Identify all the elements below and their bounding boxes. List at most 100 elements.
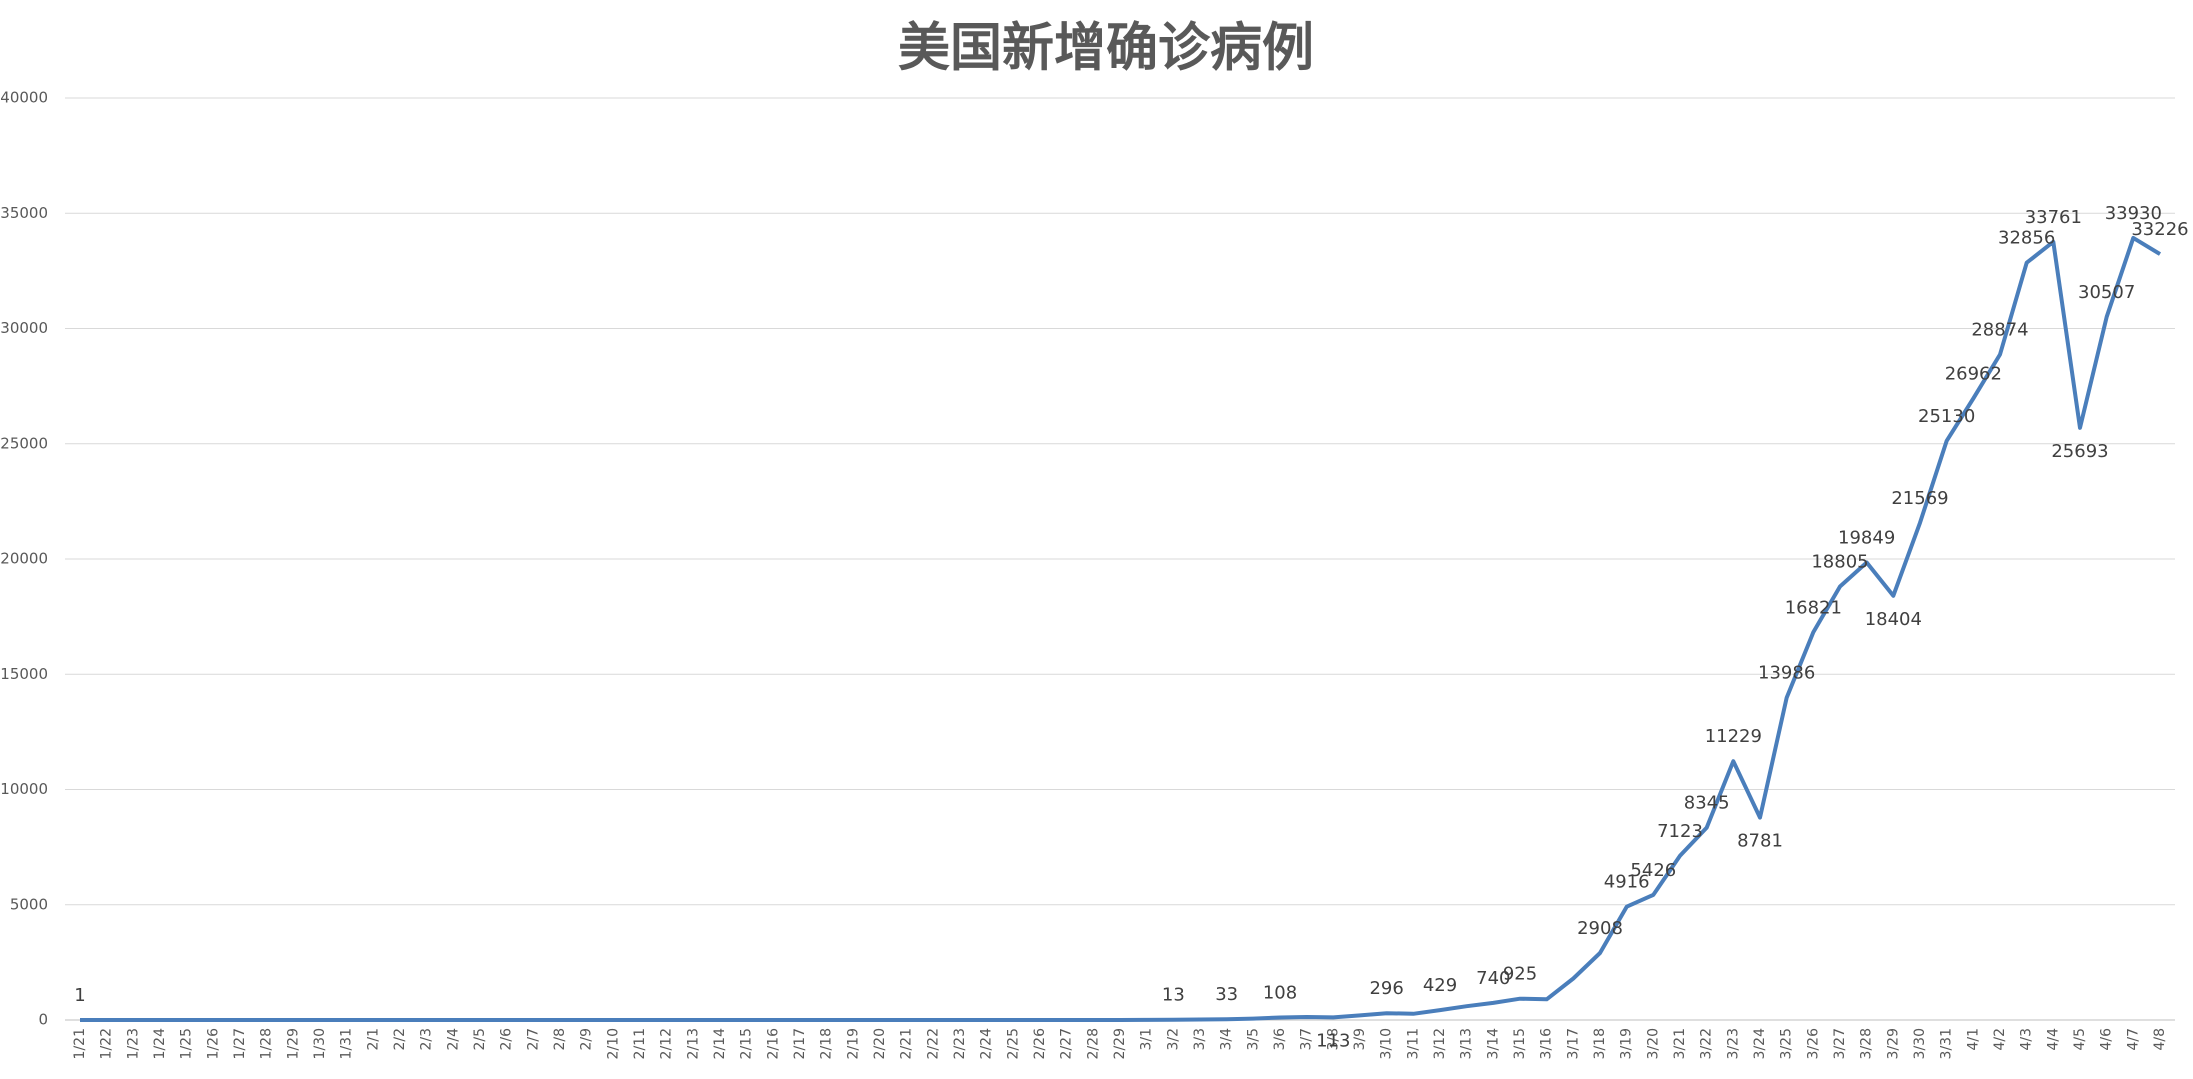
data-label: 108 bbox=[1263, 983, 1297, 1004]
x-tick-label: 1/30 bbox=[312, 1028, 328, 1059]
data-label: 30507 bbox=[2078, 282, 2135, 303]
data-label: 296 bbox=[1369, 978, 1403, 999]
data-label: 16821 bbox=[1785, 597, 1842, 618]
x-tick-label: 2/8 bbox=[552, 1028, 568, 1051]
x-tick-label: 4/8 bbox=[2152, 1028, 2168, 1051]
x-tick-label: 2/3 bbox=[419, 1028, 435, 1051]
x-tick-label: 2/6 bbox=[499, 1028, 515, 1051]
x-tick-label: 2/29 bbox=[1112, 1028, 1128, 1059]
data-label: 925 bbox=[1503, 964, 1537, 985]
y-tick-label: 15000 bbox=[0, 665, 48, 683]
x-tick-label: 2/2 bbox=[392, 1028, 408, 1051]
data-label: 33930 bbox=[2105, 203, 2162, 224]
x-tick-label: 1/29 bbox=[285, 1028, 301, 1059]
y-tick-label: 40000 bbox=[0, 89, 48, 107]
x-tick-label: 1/22 bbox=[99, 1028, 115, 1059]
x-tick-label: 2/13 bbox=[685, 1028, 701, 1059]
x-tick-label: 3/28 bbox=[1859, 1028, 1875, 1059]
x-tick-label: 1/28 bbox=[259, 1028, 275, 1059]
y-tick-label: 20000 bbox=[0, 550, 48, 568]
x-tick-label: 3/24 bbox=[1752, 1028, 1768, 1060]
x-tick-label: 4/1 bbox=[1965, 1028, 1981, 1051]
data-label: 33761 bbox=[2025, 207, 2082, 228]
data-label: 18805 bbox=[1811, 552, 1868, 573]
x-tick-label: 3/13 bbox=[1459, 1028, 1475, 1059]
x-tick-label: 3/12 bbox=[1432, 1028, 1448, 1059]
chart-title: 美国新增确诊病例 bbox=[898, 18, 1314, 79]
x-tick-label: 1/23 bbox=[125, 1028, 141, 1059]
x-tick-label: 4/4 bbox=[2045, 1028, 2061, 1051]
x-tick-label: 3/29 bbox=[1885, 1028, 1901, 1059]
y-tick-label: 35000 bbox=[0, 204, 48, 222]
x-tick-label: 2/16 bbox=[765, 1028, 781, 1060]
x-tick-label: 3/31 bbox=[1939, 1028, 1955, 1059]
x-tick-label: 3/25 bbox=[1779, 1028, 1795, 1059]
x-tick-label: 2/1 bbox=[365, 1028, 381, 1051]
data-label: 429 bbox=[1423, 975, 1457, 996]
x-tick-label: 2/9 bbox=[579, 1028, 595, 1051]
y-tick-label: 0 bbox=[38, 1011, 48, 1029]
y-tick-label: 10000 bbox=[0, 780, 48, 798]
data-label: 113 bbox=[1316, 1030, 1350, 1051]
x-tick-label: 1/26 bbox=[205, 1028, 221, 1060]
x-tick-label: 3/5 bbox=[1245, 1028, 1261, 1051]
x-tick-label: 2/21 bbox=[899, 1028, 915, 1059]
x-tick-label: 2/19 bbox=[845, 1028, 861, 1059]
x-tick-label: 3/18 bbox=[1592, 1028, 1608, 1059]
x-tick-label: 3/14 bbox=[1485, 1028, 1501, 1060]
x-tick-label: 3/22 bbox=[1699, 1028, 1715, 1059]
x-tick-label: 3/11 bbox=[1405, 1028, 1421, 1059]
x-tick-label: 3/7 bbox=[1299, 1028, 1315, 1051]
x-tick-label: 3/3 bbox=[1192, 1028, 1208, 1051]
x-tick-label: 2/12 bbox=[659, 1028, 675, 1059]
x-tick-label: 1/24 bbox=[152, 1028, 168, 1060]
data-label: 26962 bbox=[1945, 364, 2002, 385]
data-label: 5426 bbox=[1630, 860, 1676, 881]
x-tick-label: 1/27 bbox=[232, 1028, 248, 1059]
x-tick-label: 4/3 bbox=[2019, 1028, 2035, 1051]
x-tick-label: 3/23 bbox=[1725, 1028, 1741, 1059]
x-tick-label: 3/8 bbox=[1325, 1028, 1341, 1051]
x-tick-label: 4/2 bbox=[1992, 1028, 2008, 1051]
x-tick-label: 2/18 bbox=[819, 1028, 835, 1059]
x-tick-label: 2/14 bbox=[712, 1028, 728, 1060]
x-tick-label: 2/26 bbox=[1032, 1028, 1048, 1060]
x-tick-label: 3/26 bbox=[1805, 1028, 1821, 1060]
y-tick-label: 25000 bbox=[0, 434, 48, 452]
x-tick-label: 4/6 bbox=[2099, 1028, 2115, 1051]
data-label: 1 bbox=[74, 985, 85, 1006]
x-tick-label: 3/6 bbox=[1272, 1028, 1288, 1051]
x-tick-label: 1/25 bbox=[179, 1028, 195, 1059]
data-label: 740 bbox=[1476, 968, 1510, 989]
x-tick-label: 3/9 bbox=[1352, 1028, 1368, 1051]
data-label: 19849 bbox=[1838, 527, 1895, 548]
x-tick-label: 2/27 bbox=[1059, 1028, 1075, 1059]
y-tick-label: 30000 bbox=[0, 319, 48, 337]
data-label: 13 bbox=[1162, 985, 1185, 1006]
x-tick-label: 3/17 bbox=[1565, 1028, 1581, 1059]
x-tick-label: 2/22 bbox=[925, 1028, 941, 1059]
x-tick-label: 2/11 bbox=[632, 1028, 648, 1059]
data-label: 32856 bbox=[1998, 228, 2055, 249]
data-label: 18404 bbox=[1865, 609, 1922, 630]
x-tick-label: 4/7 bbox=[2125, 1028, 2141, 1051]
x-tick-label: 2/17 bbox=[792, 1028, 808, 1059]
data-label: 4916 bbox=[1604, 872, 1650, 893]
x-tick-label: 3/21 bbox=[1672, 1028, 1688, 1059]
data-label: 33 bbox=[1215, 984, 1238, 1005]
x-tick-label: 3/30 bbox=[1912, 1028, 1928, 1059]
x-tick-label: 3/10 bbox=[1379, 1028, 1395, 1059]
data-label: 25130 bbox=[1918, 406, 1975, 427]
x-tick-label: 3/15 bbox=[1512, 1028, 1528, 1059]
x-tick-label: 2/4 bbox=[445, 1028, 461, 1051]
data-label: 25693 bbox=[2051, 441, 2108, 462]
data-label: 7123 bbox=[1657, 821, 1703, 842]
data-label: 13986 bbox=[1758, 663, 1815, 684]
x-tick-label: 2/5 bbox=[472, 1028, 488, 1051]
data-label: 8781 bbox=[1737, 831, 1783, 852]
x-tick-label: 2/15 bbox=[739, 1028, 755, 1059]
x-tick-label: 2/7 bbox=[525, 1028, 541, 1051]
x-tick-label: 3/2 bbox=[1165, 1028, 1181, 1051]
x-tick-label: 2/10 bbox=[605, 1028, 621, 1059]
